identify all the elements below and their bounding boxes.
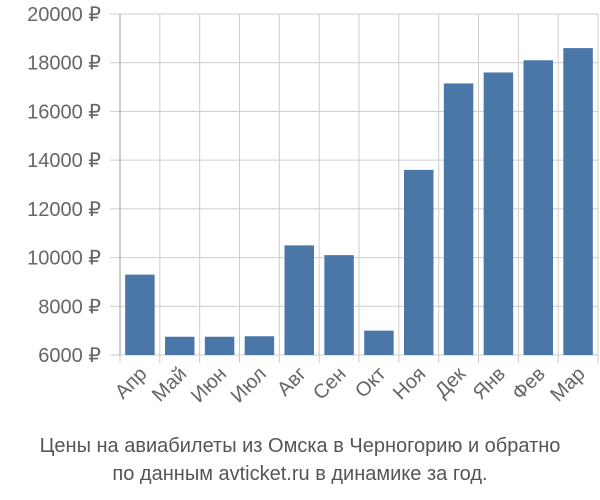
y-tick-label: 16000 ₽ [27,101,101,123]
bar-8 [404,169,434,355]
bar-9 [443,83,474,356]
y-tick-label: 8000 ₽ [38,296,101,318]
y-tick-label: 20000 ₽ [27,4,101,26]
x-tick-label: Янв [469,363,510,404]
grid-lines [110,13,599,363]
y-tick-label: 18000 ₽ [27,53,101,75]
x-tick-label: Ноя [389,363,430,404]
bar-11 [523,60,553,356]
bar-10 [483,72,514,355]
x-tick-label: Мар [546,363,589,406]
chart-caption-line-1: Цены на авиабилеты из Омска в Черногорию… [39,435,561,457]
x-tick-label: Сен [309,363,350,404]
bar-6 [324,255,354,355]
x-tick-label: Апр [111,363,152,404]
x-tick-label: Авг [273,363,311,401]
x-tick-label: Окт [351,363,390,402]
bar-chart: 6000 ₽ 8000 ₽ 10000 ₽ 12000 ₽ 14000 ₽ 16000 ₽… [27,4,599,407]
bar-2 [165,336,195,355]
y-tick-label: 6000 ₽ [38,345,101,367]
y-axis-tick-labels: 6000 ₽ 8000 ₽ 10000 ₽ 12000 ₽ 14000 ₽ 16000 ₽… [27,4,101,367]
bar-5 [284,245,314,355]
x-tick-label: Май [148,363,191,406]
x-tick-label: Июн [187,363,231,407]
y-tick-label: 14000 ₽ [27,150,101,172]
x-tick-label: Фев [508,363,550,405]
x-tick-label: Июл [227,363,271,407]
bar-4 [244,336,275,355]
bars [125,48,593,356]
bar-7 [364,330,394,355]
x-tick-label: Дек [431,363,470,402]
bar-3 [204,336,235,355]
y-tick-label: 12000 ₽ [27,199,101,221]
y-tick-label: 10000 ₽ [27,248,101,270]
bar-12 [563,48,593,355]
bar-1 [125,274,155,355]
chart-caption-line-2: по данным avticket.ru в динамике за год. [112,463,488,485]
